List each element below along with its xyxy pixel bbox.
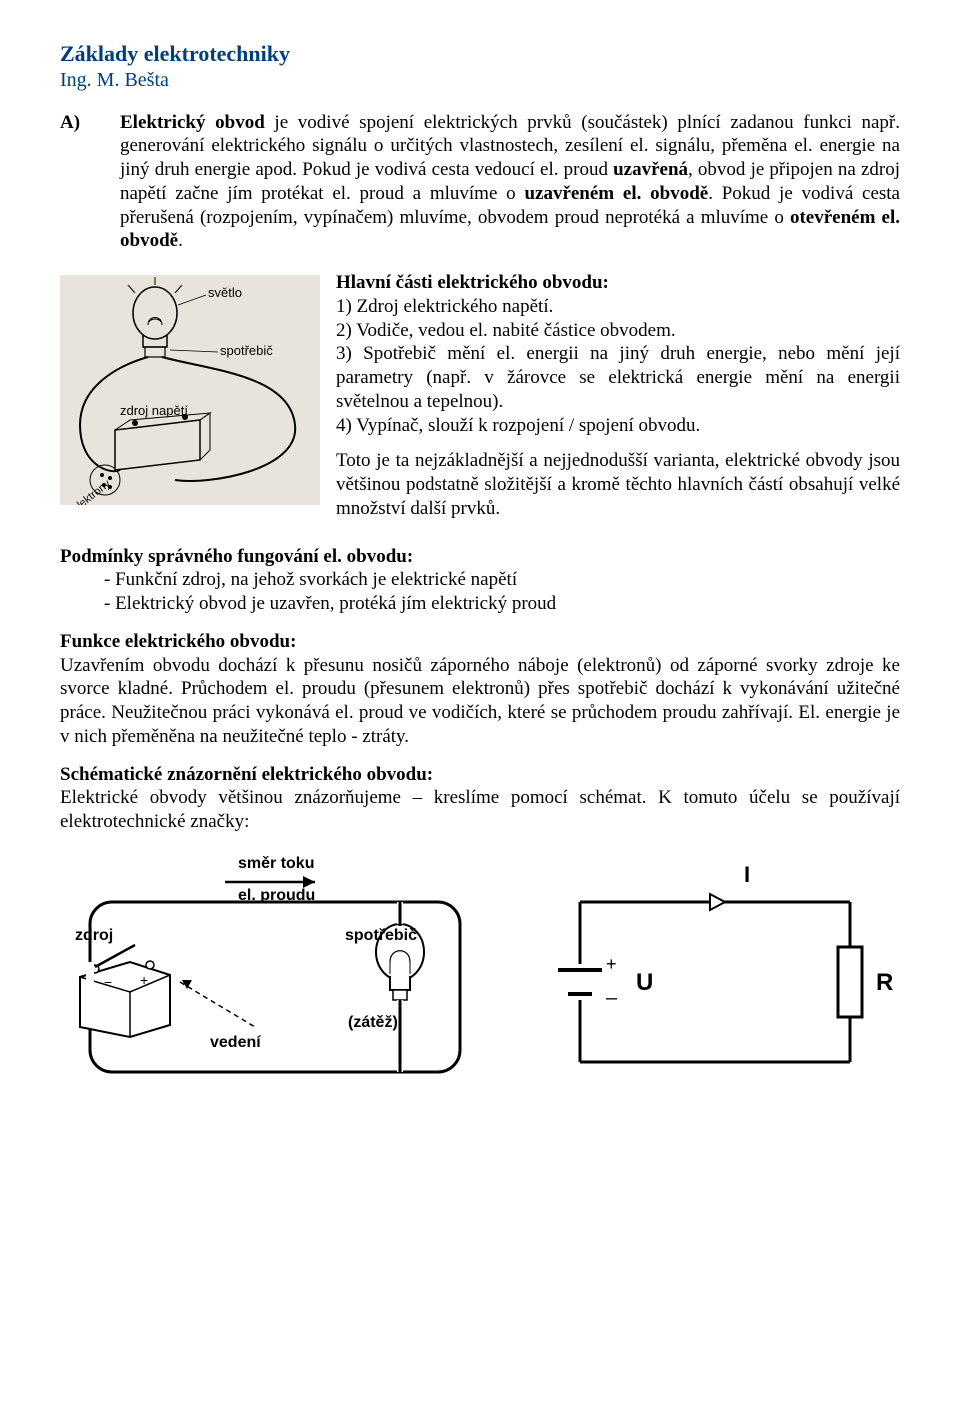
d2-smer: směr toku xyxy=(238,855,314,872)
cond-item-1: Funkční zdroj, na jehož svorkách je elek… xyxy=(104,568,900,592)
circuit-schematic-diagram: I + – U R xyxy=(540,852,900,1099)
schematic-block: Schématické znázornění elektrického obvo… xyxy=(60,763,900,834)
cond-item-2: Elektrický obvod je uzavřen, protéká jím… xyxy=(104,592,900,616)
d2-proudu: el. proudu xyxy=(238,887,315,904)
d2-vedeni: vedení xyxy=(210,1034,261,1051)
section-a-body: Elektrický obvod je vodivé spojení elekt… xyxy=(120,111,900,254)
doc-title: Základy elektrotechniky xyxy=(60,40,900,68)
doc-author: Ing. M. Bešta xyxy=(60,68,900,93)
svg-text:+: + xyxy=(140,972,148,988)
circuit-illustration: světlo spotřebič zdroj napětí elektrony xyxy=(60,275,320,512)
d2-zatez: (zátěž) xyxy=(348,1014,398,1031)
function-block: Funkce elektrického obvodu: Uzavřením ob… xyxy=(60,630,900,749)
p1-b2: uzavřená xyxy=(613,159,688,180)
function-heading: Funkce elektrického obvodu: xyxy=(60,630,900,654)
p1-lead: Elektrický obvod xyxy=(120,112,265,133)
section-a-label: A) xyxy=(60,111,120,268)
d1-zdroj: zdroj napětí xyxy=(120,403,188,418)
circuit-pictorial-diagram: směr toku el. proudu zdroj − + vedení xyxy=(60,852,490,1099)
d3-U: U xyxy=(636,969,653,996)
function-body: Uzavřením obvodu dochází k přesunu nosič… xyxy=(60,654,900,749)
d1-svetlo: světlo xyxy=(208,285,242,300)
svg-text:−: − xyxy=(104,974,112,990)
d1-spotrebic: spotřebič xyxy=(220,343,273,358)
schematic-body: Elektrické obvody většinou znázorňujeme … xyxy=(60,786,900,834)
schematic-heading: Schématické znázornění elektrického obvo… xyxy=(60,763,900,787)
conditions-block: Podmínky správného fungování el. obvodu:… xyxy=(60,545,900,616)
d3-minus: – xyxy=(606,987,618,1009)
main-parts-block: světlo spotřebič zdroj napětí elektrony … xyxy=(60,271,900,535)
p1-b3: uzavřeném el. obvodě xyxy=(524,183,708,204)
d3-I: I xyxy=(744,862,750,887)
p1-end: . xyxy=(178,230,183,251)
bottom-diagrams: směr toku el. proudu zdroj − + vedení xyxy=(60,852,900,1099)
conditions-heading: Podmínky správného fungování el. obvodu: xyxy=(60,545,900,569)
d2-zdroj: zdroj xyxy=(75,927,113,944)
d2-spotrebic: spotřebič xyxy=(345,927,417,944)
d3-R: R xyxy=(876,969,893,996)
section-a: A) Elektrický obvod je vodivé spojení el… xyxy=(60,111,900,268)
d3-plus: + xyxy=(606,954,617,974)
